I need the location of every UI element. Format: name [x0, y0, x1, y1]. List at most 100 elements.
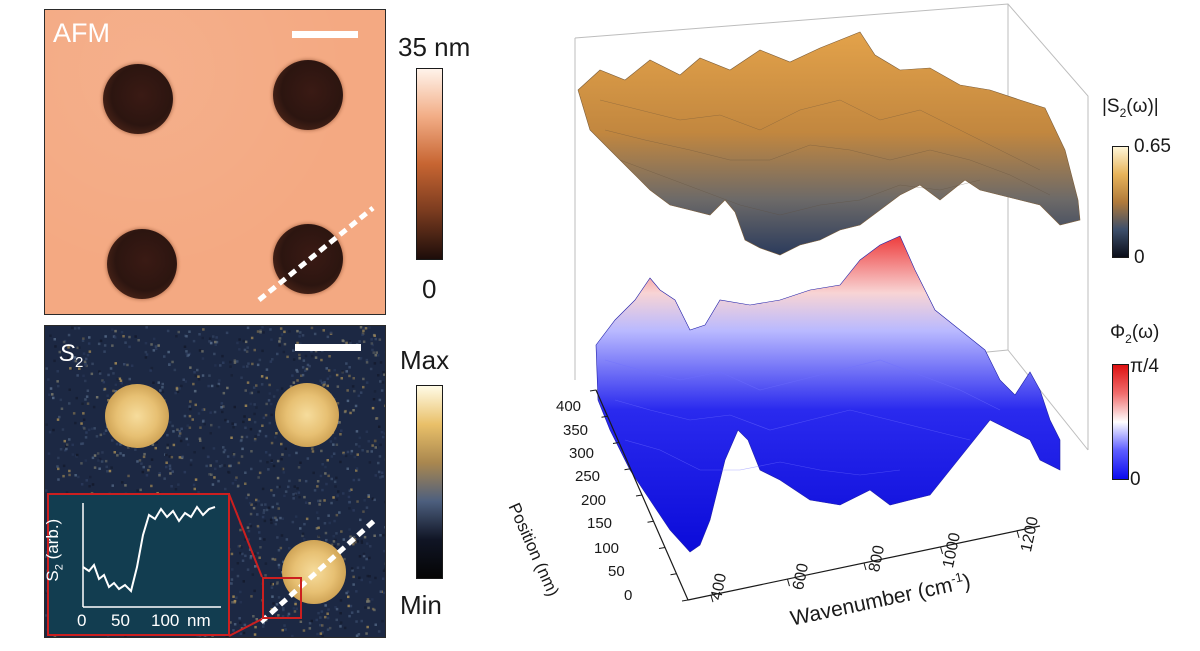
s2-noise-speckle — [73, 356, 77, 359]
s2-amplitude-surface-texture — [599, 99, 1051, 216]
s2-noise-speckle — [284, 447, 287, 450]
s2-noise-speckle — [82, 412, 85, 415]
s2-noise-speckle — [356, 535, 360, 538]
s2-disk-top-right — [275, 383, 339, 447]
s2-noise-speckle — [168, 455, 171, 458]
s2-noise-speckle — [144, 341, 148, 345]
s2-noise-speckle — [280, 457, 283, 461]
s2-noise-speckle — [259, 459, 262, 463]
s2-noise-speckle — [321, 488, 324, 492]
s2-noise-speckle — [315, 527, 319, 530]
s2-noise-speckle — [326, 459, 329, 462]
s2-noise-speckle — [62, 464, 66, 468]
s2-noise-speckle — [278, 337, 282, 340]
s2-noise-speckle — [234, 423, 237, 426]
s2-noise-speckle — [362, 340, 366, 343]
s2-noise-speckle — [279, 516, 282, 520]
s2-noise-speckle — [84, 459, 88, 462]
s2-noise-speckle — [52, 396, 55, 400]
s2-noise-speckle — [356, 500, 359, 503]
s2-noise-speckle — [214, 343, 217, 346]
s2-noise-speckle — [45, 614, 48, 617]
s2-noise-speckle — [221, 354, 224, 358]
s2-noise-speckle — [292, 358, 296, 361]
s2-noise-speckle — [272, 602, 275, 605]
s2-noise-speckle — [319, 623, 322, 627]
s2-noise-speckle — [215, 336, 218, 339]
s2-noise-speckle — [304, 369, 307, 372]
s2-noise-speckle — [277, 563, 281, 567]
s2-noise-speckle — [372, 398, 376, 401]
s2-noise-speckle — [291, 634, 294, 637]
s2-noise-speckle — [346, 590, 350, 593]
s2-noise-speckle — [100, 460, 104, 463]
s2-noise-speckle — [299, 461, 302, 464]
s2-noise-speckle — [379, 443, 382, 447]
s2-noise-speckle — [374, 474, 377, 477]
s2-noise-speckle — [269, 360, 273, 363]
s2-noise-speckle — [365, 361, 369, 364]
s2-noise-speckle — [269, 518, 273, 522]
s2-noise-speckle — [139, 488, 142, 492]
s2-noise-speckle — [338, 421, 341, 424]
s2-noise-speckle — [237, 461, 241, 465]
s2-noise-speckle — [320, 610, 324, 613]
s2-noise-speckle — [242, 339, 245, 343]
s2-noise-speckle — [51, 393, 54, 396]
s2-noise-speckle — [374, 623, 377, 626]
s2-noise-speckle — [114, 362, 117, 365]
s2-noise-speckle — [288, 454, 291, 457]
s2-noise-speckle — [229, 464, 232, 468]
s2-noise-speckle — [384, 390, 385, 393]
s2-noise-speckle — [374, 337, 377, 341]
s2-noise-speckle — [147, 468, 150, 472]
s2-noise-speckle — [238, 338, 241, 341]
s2-noise-speckle — [332, 540, 336, 543]
s2-noise-speckle — [282, 471, 286, 474]
s2-noise-speckle — [150, 458, 154, 461]
s2-noise-speckle — [262, 614, 266, 618]
s2-noise-speckle — [365, 557, 368, 561]
s2-noise-speckle — [330, 501, 333, 505]
s2-noise-speckle — [63, 439, 66, 443]
s2-noise-speckle — [169, 472, 172, 475]
s2-noise-speckle — [185, 335, 188, 338]
s2-noise-speckle — [264, 451, 268, 454]
s2-noise-speckle — [165, 461, 168, 464]
s2-noise-speckle — [96, 452, 100, 455]
s2-noise-speckle — [233, 361, 237, 364]
s2-noise-speckle — [264, 503, 267, 506]
s2-noise-speckle — [102, 432, 106, 435]
s2-noise-speckle — [239, 600, 243, 604]
s2-noise-speckle — [213, 352, 216, 356]
s2-noise-speckle — [276, 536, 279, 539]
s2-noise-speckle — [240, 435, 244, 439]
s2-noise-speckle — [171, 470, 174, 473]
s2-noise-speckle — [45, 367, 48, 370]
s2-noise-speckle — [231, 601, 234, 604]
s2-noise-speckle — [255, 406, 258, 409]
s2-noise-speckle — [305, 367, 309, 371]
s2-noise-speckle — [369, 545, 372, 548]
s2-noise-speckle — [224, 487, 227, 491]
s2-noise-speckle — [276, 459, 280, 463]
s2-noise-speckle — [185, 350, 188, 353]
s2-noise-speckle — [116, 454, 119, 457]
s2-noise-speckle — [304, 501, 308, 504]
s2-noise-speckle — [323, 522, 327, 525]
s2-noise-speckle — [348, 507, 351, 510]
s2-noise-speckle — [191, 418, 194, 421]
s2-noise-speckle — [231, 482, 235, 485]
s2-noise-speckle — [366, 625, 369, 629]
s2-noise-speckle — [110, 466, 113, 469]
s2-noise-speckle — [268, 392, 272, 395]
s2-noise-speckle — [360, 539, 363, 543]
s2-noise-speckle — [368, 556, 371, 560]
s2-noise-speckle — [67, 346, 70, 349]
s2-noise-speckle — [69, 367, 72, 370]
s2-noise-speckle — [186, 424, 189, 427]
s2-noise-speckle — [202, 328, 205, 331]
s2-noise-speckle — [85, 479, 88, 482]
s2-noise-speckle — [326, 335, 330, 339]
s2-noise-speckle — [271, 595, 274, 598]
